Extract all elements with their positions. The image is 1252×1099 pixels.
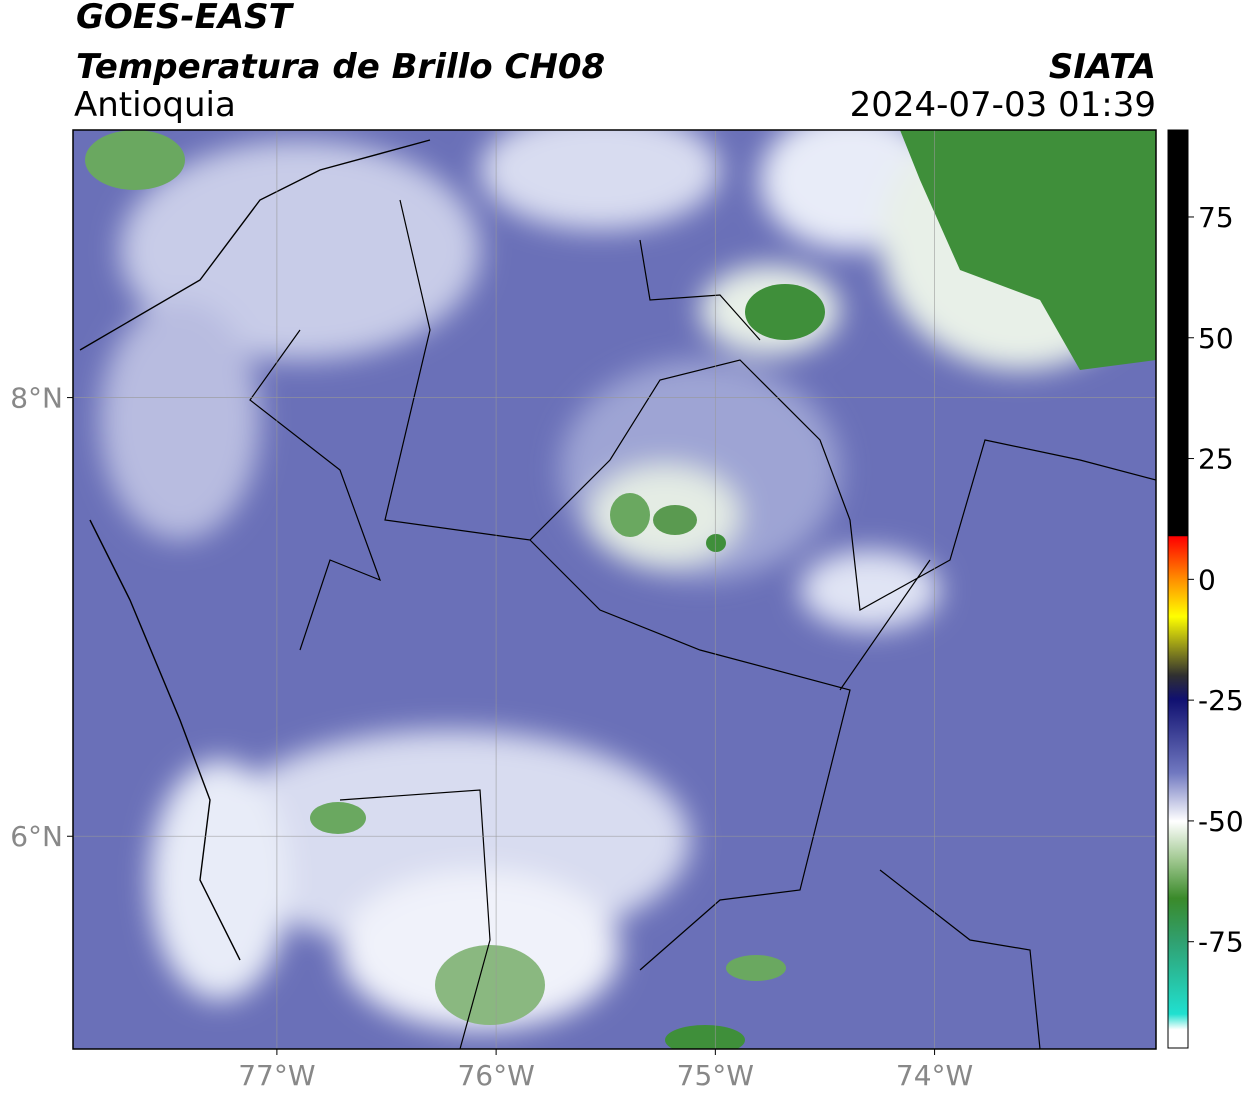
colorbar-tick-label: -75 <box>1198 926 1244 959</box>
x-tick-label: 75°W <box>677 1059 754 1092</box>
colorbar-tick-label: -25 <box>1198 684 1244 717</box>
x-tick-label: 74°W <box>896 1059 973 1092</box>
map-frame <box>72 129 1157 1050</box>
colorbar-tick-label: 0 <box>1198 563 1216 596</box>
colorbar-tick-label: 25 <box>1198 443 1234 476</box>
colorbar-tick-label: -50 <box>1198 805 1244 838</box>
map-image <box>73 130 1156 1049</box>
colorbar-tick-label: 50 <box>1198 322 1234 355</box>
source: SIATA <box>1049 47 1156 87</box>
subtitle: Temperatura de Brillo CH08 <box>76 47 605 87</box>
x-tick-label: 76°W <box>457 1059 534 1092</box>
colorbar <box>1167 129 1189 1049</box>
title: GOES-EAST <box>76 0 295 37</box>
y-tick-label: 6°N <box>10 820 63 853</box>
y-tick-label: 8°N <box>10 382 63 415</box>
colorbar-tick-label: 75 <box>1198 201 1234 234</box>
datetime: 2024-07-03 01:39 <box>850 85 1156 125</box>
region: Antioquia <box>74 85 236 125</box>
x-tick-label: 77°W <box>238 1059 315 1092</box>
